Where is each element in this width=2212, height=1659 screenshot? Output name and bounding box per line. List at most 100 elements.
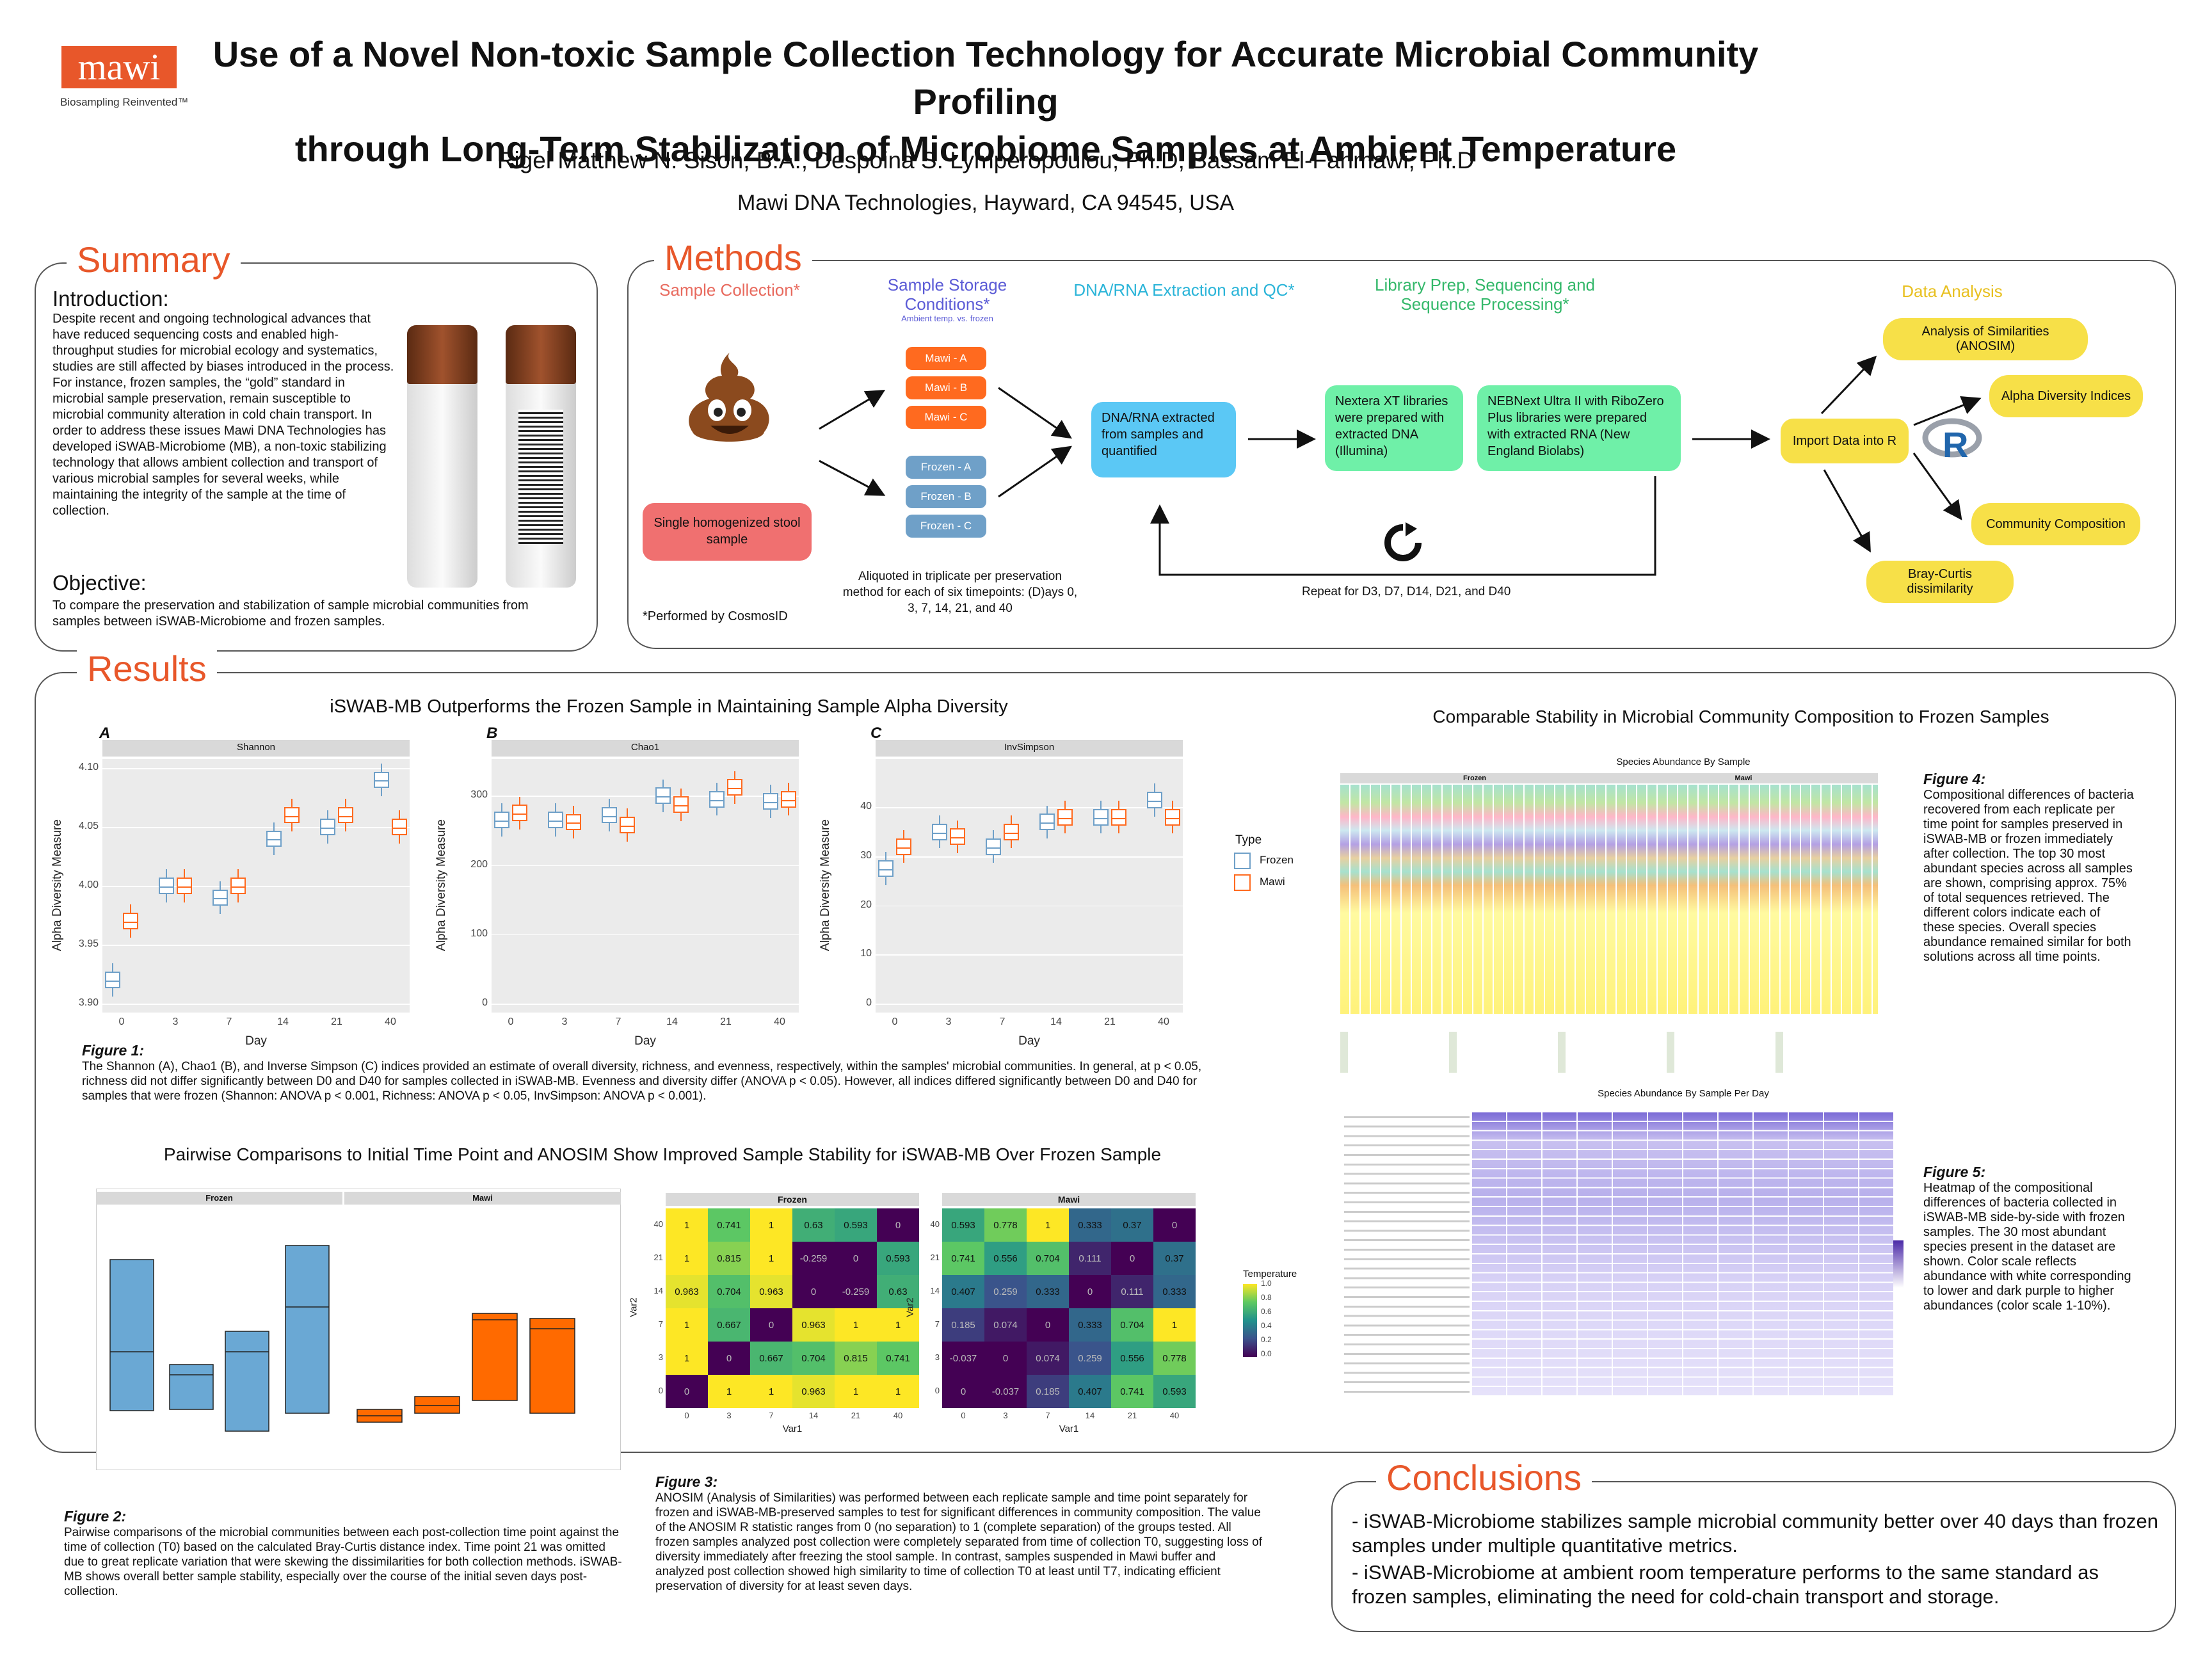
- conclusions-heading: Conclusions: [1376, 1458, 1592, 1498]
- box-mawi: [1057, 808, 1073, 826]
- gridline: [492, 865, 799, 867]
- heatmap-cell: 0.741: [708, 1208, 750, 1242]
- x-tick-label: 40: [774, 1016, 785, 1027]
- heatmap-cell: 0: [1069, 1275, 1111, 1308]
- heatmap-cell: 0.074: [1027, 1342, 1069, 1375]
- box-median: [621, 825, 634, 827]
- x-tick-label: 21: [1104, 1016, 1116, 1027]
- box-median: [1166, 817, 1179, 819]
- facet-mawi-fig4: Mawi: [1609, 773, 1878, 783]
- figure3-caption: Figure 3: ANOSIM (Analysis of Similaritie…: [655, 1473, 1263, 1594]
- mawi-logo: mawi: [61, 46, 177, 88]
- heatmap-colorbar: [1243, 1284, 1257, 1357]
- heatmap-cell: 0.63: [877, 1275, 919, 1308]
- pairwise-title: Pairwise Comparisons to Initial Time Poi…: [163, 1144, 1162, 1164]
- heatmap-cell: 0.074: [984, 1308, 1027, 1342]
- y-tick-label: 0: [866, 997, 872, 1008]
- y-axis-label: Alpha Diversity Measure: [435, 819, 448, 951]
- x-tick-label: 21: [331, 1016, 342, 1027]
- heatmap-cell: 0.333: [1069, 1208, 1111, 1242]
- x-tick-label: 0: [892, 1016, 898, 1027]
- box-median: [321, 827, 334, 829]
- heatmap-cell: 0.704: [1027, 1242, 1069, 1275]
- figure2-caption: Figure 2: Pairwise comparisons of the mic…: [64, 1508, 622, 1599]
- box-frozen: [1039, 813, 1055, 831]
- box-median: [1148, 800, 1161, 802]
- box-frozen: [878, 860, 894, 878]
- box-mawi: [950, 828, 965, 846]
- conclusion-point-2: - iSWAB-Microbiome at ambient room tempe…: [1352, 1561, 2099, 1608]
- heatmap-cell: 0.259: [1069, 1342, 1111, 1375]
- box-mawi: [727, 779, 742, 796]
- box-median: [178, 886, 191, 888]
- plot-area-invsimpson: [876, 759, 1183, 1013]
- heatmap-y-tick: 3: [934, 1352, 940, 1362]
- box-mawi: [177, 878, 192, 894]
- box-frozen: [1093, 808, 1109, 826]
- heatmap-cell: 0.741: [1111, 1375, 1153, 1408]
- heatmap-x-tick: 21: [1127, 1411, 1137, 1420]
- heatmap-x-tick: 21: [851, 1411, 861, 1420]
- x-tick-label: 21: [720, 1016, 732, 1027]
- box-mawi: [230, 878, 246, 894]
- box-median: [513, 813, 526, 815]
- x-tick-label: 14: [1050, 1016, 1062, 1027]
- box-median: [339, 815, 352, 817]
- conclusion-point-1: - iSWAB-Microbiome stabilizes sample mic…: [1352, 1510, 2158, 1557]
- methods-heading: Methods: [654, 238, 812, 278]
- heatmap-legend-tick: 0.8: [1261, 1293, 1272, 1302]
- x-tick-label: 14: [277, 1016, 289, 1027]
- frozen-box-b: Frozen - B: [906, 485, 986, 508]
- gridline: [102, 827, 410, 828]
- heatmap-cell: 0: [708, 1342, 750, 1375]
- box-frozen: [374, 771, 389, 789]
- x-tick-label: 7: [999, 1016, 1006, 1027]
- gridline: [102, 768, 410, 769]
- box-frozen: [105, 972, 120, 989]
- stacked-bar-chart: [1340, 785, 1878, 1014]
- figure5-caption: Figure 5: Heatmap of the compositional di…: [1923, 1164, 2131, 1313]
- x-axis-label: Day: [1018, 1034, 1040, 1048]
- logo-tagline: Biosampling Reinvented™: [60, 96, 189, 108]
- box-median: [897, 847, 910, 849]
- r-logo-icon: R: [1922, 417, 1982, 465]
- alpha-box: Alpha Diversity Indices: [1989, 375, 2143, 417]
- heatmap-cell: 0.593: [1153, 1375, 1196, 1408]
- cosmos-note: *Performed by CosmosID: [643, 609, 788, 623]
- nebnext-box: NEBNext Ultra II with RiboZero Plus libr…: [1477, 385, 1681, 471]
- heatmap-cell: 0.741: [942, 1242, 984, 1275]
- heatmap-cell: 0.333: [1027, 1275, 1069, 1308]
- heatmap-cell: 0.111: [1111, 1275, 1153, 1308]
- heatmap-cell: 0.407: [942, 1275, 984, 1308]
- tube-image-1: [407, 325, 477, 588]
- box-median: [549, 821, 562, 822]
- heatmap-cell: 0.963: [792, 1375, 835, 1408]
- heatmap-legend-tick: 1.0: [1261, 1279, 1272, 1288]
- objective-heading: Objective:: [52, 571, 147, 595]
- y-tick-label: 4.05: [78, 821, 99, 831]
- box-median: [124, 922, 137, 924]
- box-frozen: [709, 790, 725, 808]
- svg-text:R: R: [1943, 424, 1968, 465]
- poop-emoji-icon: [678, 349, 781, 451]
- box-mawi: [566, 813, 581, 831]
- box-median: [728, 788, 741, 790]
- heatmap-y-axis-label: Var2: [904, 1297, 916, 1317]
- box-mawi: [781, 790, 796, 808]
- gridline: [876, 954, 1183, 956]
- heatmap-cell: 0: [942, 1375, 984, 1408]
- heatmap-cell: 0.667: [708, 1308, 750, 1342]
- heatmap-cell: 0: [984, 1342, 1027, 1375]
- heatmap-legend-title: Temperature: [1243, 1269, 1297, 1279]
- poster-title: Use of a Novel Non-toxic Sample Collecti…: [212, 34, 1759, 169]
- heatmap-x-tick: 40: [1169, 1411, 1180, 1420]
- y-tick-label: 30: [860, 850, 872, 861]
- y-tick-label: 100: [470, 927, 488, 939]
- y-tick-label: 200: [470, 858, 488, 870]
- box-median: [285, 815, 298, 817]
- step-library: Library Prep, Sequencing and Sequence Pr…: [1374, 275, 1595, 314]
- heatmap-facet-frozen: Frozen: [666, 1193, 919, 1206]
- legend-type-title: Type: [1235, 833, 1262, 847]
- box-median: [879, 869, 892, 871]
- box-mawi: [338, 806, 353, 824]
